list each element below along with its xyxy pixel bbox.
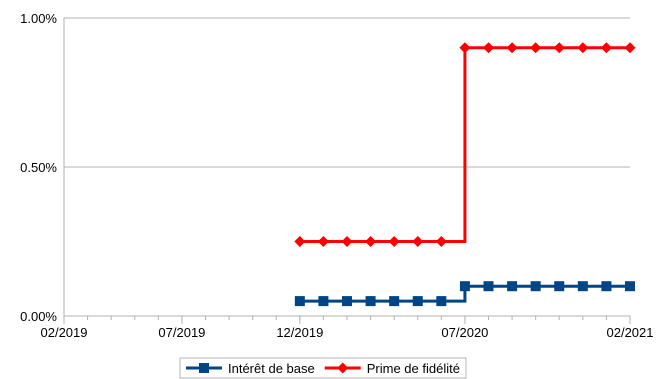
data-point bbox=[625, 281, 635, 292]
x-tick-label: 07/2019 bbox=[158, 325, 205, 340]
data-point bbox=[577, 42, 589, 54]
data-point bbox=[342, 296, 352, 307]
data-point bbox=[600, 42, 612, 54]
data-point bbox=[412, 236, 424, 247]
data-point bbox=[459, 281, 470, 292]
axes bbox=[63, 18, 631, 324]
data-point bbox=[530, 42, 542, 54]
data-point bbox=[318, 296, 329, 307]
series-line bbox=[299, 46, 630, 243]
data-point bbox=[317, 236, 329, 247]
series-group bbox=[294, 42, 636, 307]
legend-label: Prime de fidélité bbox=[367, 361, 460, 376]
data-point bbox=[388, 236, 400, 247]
y-tick-label: 0.00% bbox=[20, 309, 57, 324]
y-tick-label: 1.00% bbox=[20, 11, 57, 26]
data-point bbox=[506, 42, 518, 54]
y-tick-label: 0.50% bbox=[20, 160, 57, 175]
data-point bbox=[577, 281, 588, 292]
data-point bbox=[530, 281, 541, 292]
data-point bbox=[389, 296, 400, 307]
legend: Intérêt de base Prime de fidélité bbox=[179, 357, 467, 379]
x-tick-label: 02/2019 bbox=[41, 325, 88, 340]
data-point bbox=[554, 281, 565, 292]
tick-labels: 0.00% 0.50% 1.00% 02/2019 07/2019 12/2019 07/2… bbox=[20, 11, 653, 340]
data-point bbox=[507, 281, 518, 292]
data-point bbox=[341, 236, 353, 247]
legend-box bbox=[179, 357, 467, 379]
data-point bbox=[337, 362, 349, 374]
data-point bbox=[483, 281, 494, 292]
data-point bbox=[624, 42, 636, 54]
data-point bbox=[365, 296, 376, 307]
series-square bbox=[294, 281, 635, 307]
data-point bbox=[436, 296, 447, 307]
data-point bbox=[294, 296, 305, 307]
data-point bbox=[199, 363, 209, 373]
x-tick-label: 02/2021 bbox=[607, 325, 654, 340]
series-line bbox=[299, 284, 630, 303]
data-point bbox=[435, 236, 447, 247]
legend-label: Intérêt de base bbox=[228, 361, 315, 376]
x-tick-label: 12/2019 bbox=[276, 325, 323, 340]
data-point bbox=[459, 42, 471, 54]
data-point bbox=[553, 42, 565, 54]
data-point bbox=[294, 236, 306, 247]
gridlines bbox=[64, 17, 630, 317]
data-point bbox=[412, 296, 423, 307]
x-tick-label: 07/2020 bbox=[441, 325, 488, 340]
data-point bbox=[483, 42, 494, 54]
series-diamond bbox=[294, 42, 636, 247]
data-point bbox=[365, 236, 377, 247]
data-point bbox=[601, 281, 612, 292]
